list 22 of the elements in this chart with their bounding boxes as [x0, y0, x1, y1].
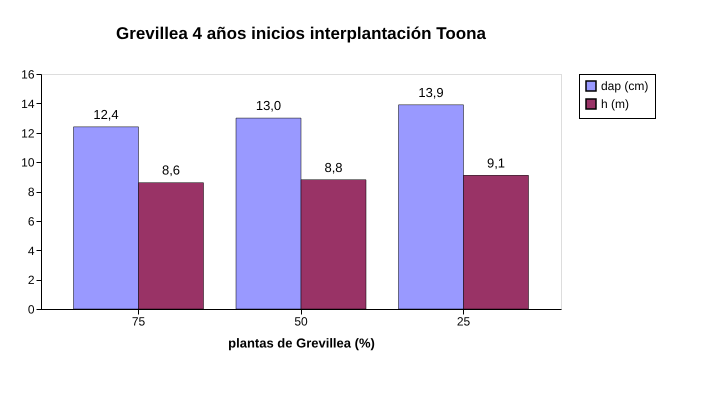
y-tick-label: 14 [21, 96, 35, 111]
x-tick-label: 50 [294, 314, 308, 328]
legend-label: h (m) [601, 97, 629, 111]
x-tick-label: 25 [456, 314, 470, 328]
x-axis-title: plantas de Grevillea (%) [228, 336, 375, 350]
y-tick-label: 12 [21, 126, 35, 140]
legend-label: dap (cm) [601, 79, 648, 93]
data-label: 9,1 [486, 155, 506, 170]
data-label: 13,9 [418, 84, 444, 100]
data-label: 8,8 [324, 160, 343, 175]
y-tick-label: 8 [28, 185, 35, 199]
y-tick-label: 0 [28, 302, 35, 316]
y-tick-label: 6 [28, 214, 35, 228]
data-label: 8,6 [162, 162, 180, 178]
y-tick-label: 10 [21, 156, 35, 170]
y-tick-label: 4 [28, 244, 35, 258]
x-tick-label: 75 [132, 314, 146, 328]
chart-title: Grevillea 4 años inicios interplantación Toona [116, 24, 487, 43]
y-tick-label: 2 [28, 273, 35, 288]
data-label: 13,0 [256, 98, 282, 114]
data-label: 12,4 [93, 106, 119, 122]
y-tick-label: 16 [21, 68, 35, 82]
